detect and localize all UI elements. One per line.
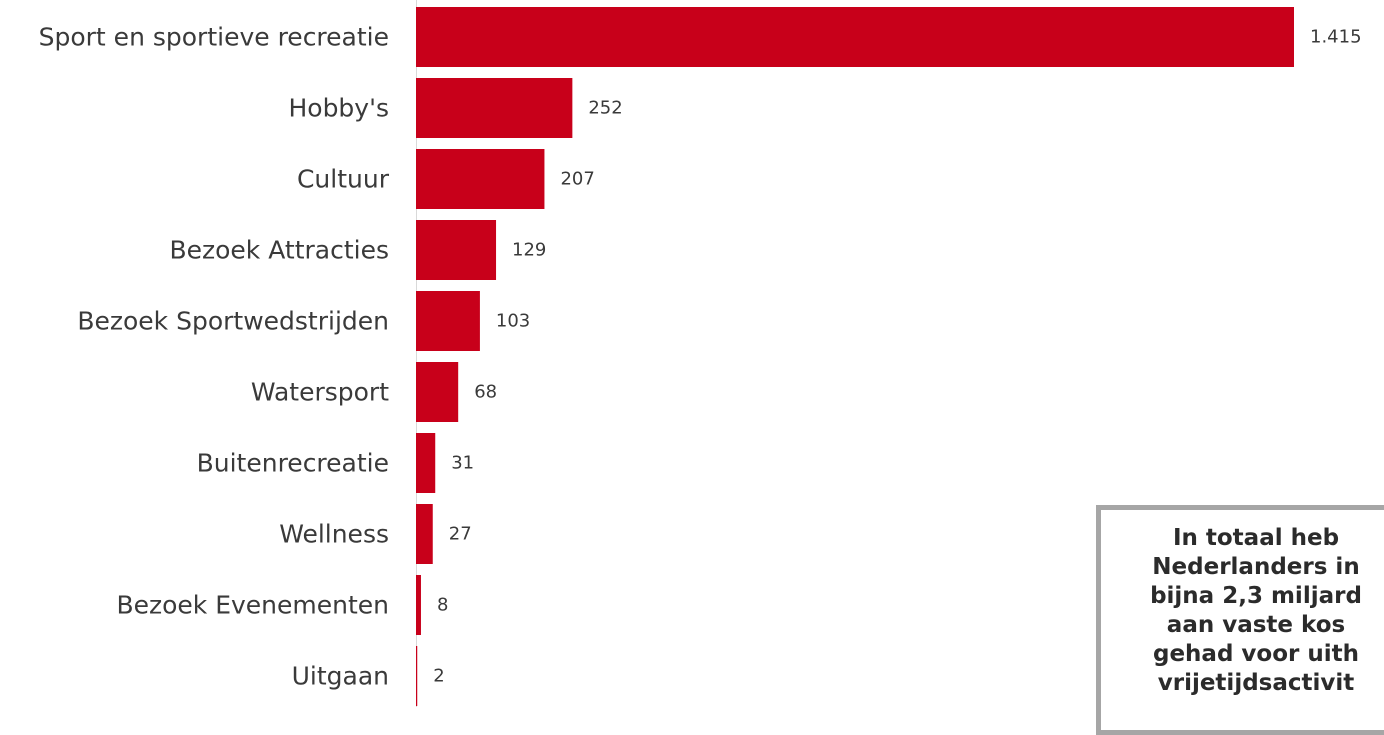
bar: [416, 149, 545, 209]
value-label: 103: [496, 311, 530, 332]
bar-chart: Sport en sportieve recreatie 1.415 Hobby's…: [39, 0, 1362, 707]
category-label: Watersport: [251, 378, 389, 407]
value-label: 27: [449, 524, 472, 545]
bar: [416, 7, 1294, 67]
bar-group: Sport en sportieve recreatie 1.415 Hobby's…: [39, 7, 1362, 706]
bar: [416, 646, 418, 706]
category-label: Cultuur: [297, 165, 390, 194]
summary-callout-box: In totaal heb Nederlanders in bijna 2,3 …: [1096, 505, 1384, 735]
bar: [416, 575, 421, 635]
bar: [416, 220, 497, 280]
bar: [416, 362, 459, 422]
category-label: Bezoek Attracties: [169, 236, 389, 265]
value-label: 8: [437, 595, 448, 616]
value-label: 252: [588, 98, 622, 119]
value-label: 1.415: [1310, 27, 1362, 48]
value-label: 129: [512, 240, 546, 261]
category-label: Wellness: [279, 520, 389, 549]
bar: [416, 433, 436, 493]
value-label: 68: [474, 382, 497, 403]
bar: [416, 291, 480, 351]
category-label: Bezoek Sportwedstrijden: [77, 307, 389, 336]
category-label: Bezoek Evenementen: [116, 591, 389, 620]
bar: [416, 504, 433, 564]
category-label: Uitgaan: [292, 662, 389, 691]
category-label: Buitenrecreatie: [197, 449, 389, 478]
value-label: 31: [451, 453, 474, 474]
value-label: 2: [433, 666, 444, 687]
value-label: 207: [560, 169, 594, 190]
category-label: Hobby's: [288, 94, 389, 123]
category-label: Sport en sportieve recreatie: [39, 23, 389, 52]
bar: [416, 78, 573, 138]
summary-callout-text: In totaal heb Nederlanders in bijna 2,3 …: [1150, 525, 1362, 696]
